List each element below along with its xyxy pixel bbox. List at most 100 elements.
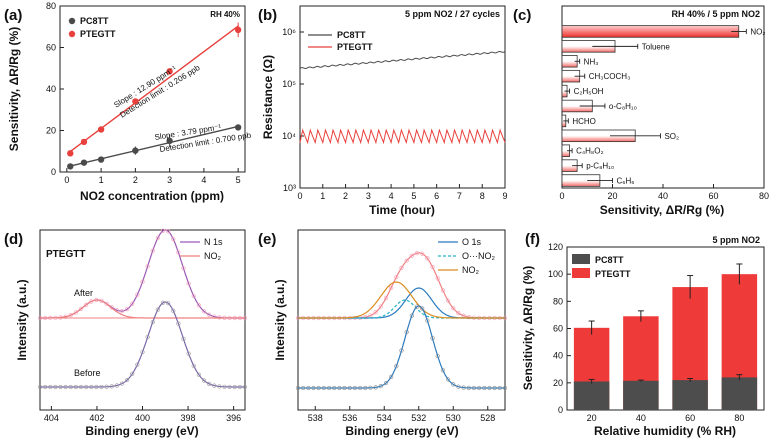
panel-e-xtick-label: 536 — [342, 413, 357, 423]
panel-a-xtick-label: 0 — [64, 175, 69, 185]
panel-e-ylabel: Intensity (a.u.) — [273, 279, 287, 360]
panel-d-title: PTEGTT — [46, 249, 85, 260]
panel-c-title: RH 40% / 5 ppm NO2 — [671, 9, 760, 19]
panel-c-category-label: NH₃ — [584, 57, 599, 66]
panel-d-before-curve-marker — [212, 383, 217, 388]
panel-f-legend-swatch-ptegtt — [572, 268, 590, 278]
panel-e-before-curve-marker — [311, 385, 316, 391]
panel-d-before-curve-marker — [109, 384, 114, 389]
panel-d-before-curve-marker — [114, 383, 119, 388]
panel-d-before-curve-marker — [227, 384, 232, 390]
panel-c: (c) RH 40% / 5 ppm NO2 NO₂ Toluene NH₃ CH₃C… — [513, 5, 769, 217]
panel-b-legend-ptegtt: PTEGTT — [337, 42, 373, 52]
panel-e-before-curve-marker — [497, 385, 502, 391]
panel-e-after-envelope-marker — [456, 310, 461, 316]
panel-b-line-pc8tt — [299, 51, 506, 69]
panel-e-xtick-label: 538 — [308, 413, 323, 423]
panel-d-before-curve-marker — [84, 384, 89, 390]
panel-d-after-curve-marker — [186, 281, 191, 286]
panel-e-xtick-label: 530 — [446, 413, 461, 423]
panel-d-before-curve-marker — [232, 384, 237, 390]
panel-e-before-curve-marker — [492, 385, 497, 391]
panel-e-after-envelope-marker — [363, 314, 368, 320]
panel-e-xtick-label: 528 — [480, 413, 495, 423]
panel-d-before-curve-marker — [99, 384, 104, 390]
panel-a-point-ptegtt — [234, 26, 242, 34]
panel-b-xtick-label: 5 — [411, 191, 416, 201]
panel-d-label: (d) — [4, 231, 23, 248]
panel-d-after-curve-marker — [191, 293, 196, 299]
panel-d-after-curve-marker — [176, 250, 181, 255]
panel-d-after-curve-marker — [119, 308, 125, 314]
panel-f-xtick-label: 60 — [685, 413, 695, 423]
panel-e-before-curve-marker — [399, 348, 404, 353]
panel-e-ono2-component — [298, 299, 505, 319]
panel-d-before-curve-marker — [191, 363, 196, 368]
panel-d-before-curve-marker — [222, 384, 227, 389]
panel-e-before-curve-marker — [342, 385, 347, 391]
panel-d-after-curve-marker — [166, 229, 171, 234]
panel-a-xtick-label: 4 — [201, 175, 206, 185]
panel-a-ytick-label: 20 — [46, 126, 56, 136]
panel-a-label: (a) — [4, 7, 22, 24]
panel-e-xlabel: Binding energy (eV) — [345, 424, 458, 438]
panel-c-bar — [561, 25, 740, 38]
panel-e-label: (e) — [258, 231, 276, 248]
panel-e-before-curve-marker — [451, 382, 456, 387]
panel-e-before-curve-marker — [477, 385, 482, 391]
panel-f-ytick-label: 0 — [558, 405, 563, 415]
panel-d-before-curve-marker — [78, 384, 84, 390]
panel-d-before-curve-marker — [89, 384, 94, 390]
panel-a-legend-marker-ptegtt — [68, 30, 76, 38]
panel-f-xtick-label: 20 — [587, 413, 597, 423]
panel-a-xtick-label: 1 — [99, 175, 104, 185]
panel-c-xtick-label: 40 — [658, 191, 668, 201]
panel-f-title: 5 ppm NO2 — [712, 235, 760, 245]
panel-b-xtick-label: 8 — [480, 191, 485, 201]
panel-d-before-curve-marker — [53, 384, 58, 390]
panel-e-no2-component — [298, 281, 505, 319]
panel-a-legend-marker-pc8tt — [68, 17, 76, 25]
panel-d-after-curve-marker — [160, 228, 166, 233]
panel-d-after-curve-marker — [140, 279, 145, 284]
panel-e-before-curve-marker — [502, 385, 508, 391]
panel-d-ylabel: Intensity (a.u.) — [15, 279, 29, 360]
panel-e-before-curve-marker — [435, 354, 440, 359]
panel-e-after-envelope — [298, 252, 505, 319]
panel-e-after-envelope-marker — [414, 251, 420, 256]
panel-a-point-ptegtt — [132, 98, 139, 105]
panel-b-ytick-label: 10⁶ — [282, 27, 296, 37]
panel-c-category-label: NO₂ — [750, 27, 765, 36]
panel-a-ytick-label: 0 — [51, 167, 56, 177]
panel-c-xlabel: Sensitivity, ΔR/Rg (%) — [600, 203, 724, 217]
panel-a-point-pc8tt — [132, 147, 139, 154]
panel-e-before-curve-marker — [321, 385, 326, 391]
panel-f-ytick-label: 40 — [553, 351, 563, 361]
panel-e-before-curve-marker — [482, 385, 487, 391]
panel-d-after-curve-marker — [196, 303, 201, 308]
panel-f-ytick-label: 80 — [553, 296, 563, 306]
panel-e-before-curve-marker — [425, 318, 430, 323]
panel-e-after-envelope-marker — [399, 265, 404, 270]
panel-d-before-curve-marker — [155, 307, 160, 312]
panel-e-after-envelope-marker — [445, 298, 451, 303]
panel-a-point-pc8tt — [234, 124, 242, 131]
panel-f-bar-pc8tt — [573, 381, 610, 410]
panel-e-before-curve-marker — [378, 384, 383, 389]
panel-d-xtick-label: 402 — [89, 413, 104, 423]
panel-a-ytick-label: 40 — [46, 84, 56, 94]
panel-e-legend-ono2: O···NO₂ — [462, 251, 495, 261]
panel-d-after-curve-marker — [135, 292, 140, 297]
panel-f-xtick-label: 40 — [636, 413, 646, 423]
panel-e-after-envelope-marker — [404, 258, 409, 263]
panel-e-before-curve-marker — [347, 385, 352, 391]
panel-a-ytick-label: 80 — [46, 1, 56, 11]
panel-e-before-curve-marker — [394, 364, 399, 369]
panel-b-frame — [299, 5, 506, 189]
panel-d-before-curve-marker — [176, 321, 181, 326]
panel-d-legend-n1s: N 1s — [204, 237, 223, 247]
panel-e-before-curve-marker — [461, 385, 466, 390]
panel-a-point-ptegtt — [67, 150, 74, 157]
panel-a-point-pc8tt — [80, 159, 88, 166]
panel-d-before-curve-marker — [242, 384, 248, 390]
